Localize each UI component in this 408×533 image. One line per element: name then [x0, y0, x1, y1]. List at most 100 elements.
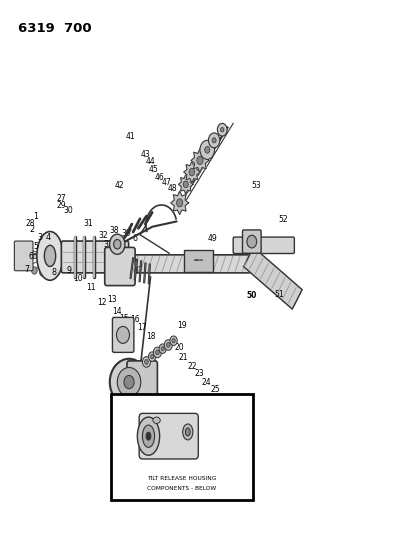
- Ellipse shape: [183, 424, 193, 440]
- Text: 20: 20: [174, 343, 184, 352]
- Circle shape: [189, 168, 195, 176]
- Text: 32: 32: [99, 231, 108, 240]
- Polygon shape: [244, 247, 302, 309]
- Text: 6319  700: 6319 700: [18, 21, 91, 35]
- Text: 34: 34: [109, 247, 119, 256]
- Text: 43: 43: [140, 150, 150, 159]
- Text: 6: 6: [28, 253, 33, 262]
- Text: 1: 1: [33, 212, 38, 221]
- Text: 36: 36: [123, 260, 133, 268]
- Text: 42: 42: [115, 181, 124, 190]
- Text: 53: 53: [251, 181, 261, 190]
- Ellipse shape: [110, 359, 148, 406]
- Circle shape: [47, 268, 53, 275]
- Text: 52: 52: [278, 215, 288, 224]
- Text: 24: 24: [201, 377, 211, 386]
- Circle shape: [144, 360, 148, 365]
- Circle shape: [25, 254, 31, 261]
- FancyBboxPatch shape: [127, 361, 157, 403]
- Bar: [130, 257, 134, 279]
- Text: 25: 25: [211, 385, 220, 394]
- Text: 39: 39: [121, 229, 131, 238]
- Text: 49: 49: [208, 235, 218, 244]
- Text: 29: 29: [57, 201, 66, 210]
- Text: 28: 28: [26, 219, 35, 228]
- Text: 46: 46: [155, 173, 164, 182]
- Bar: [144, 263, 146, 283]
- Text: 14: 14: [112, 307, 122, 316]
- FancyBboxPatch shape: [113, 317, 134, 352]
- Circle shape: [221, 127, 224, 132]
- Ellipse shape: [114, 239, 121, 249]
- FancyBboxPatch shape: [242, 230, 261, 253]
- Text: COMPONENTS - BELOW: COMPONENTS - BELOW: [147, 486, 216, 491]
- Polygon shape: [171, 191, 188, 215]
- Circle shape: [31, 267, 37, 274]
- Ellipse shape: [37, 231, 63, 280]
- Ellipse shape: [44, 245, 55, 266]
- FancyBboxPatch shape: [139, 414, 198, 459]
- Circle shape: [155, 350, 159, 355]
- Circle shape: [208, 133, 220, 148]
- Circle shape: [172, 338, 175, 343]
- Text: 47: 47: [162, 178, 172, 187]
- Bar: [148, 264, 151, 284]
- FancyBboxPatch shape: [184, 249, 213, 272]
- Ellipse shape: [110, 234, 125, 254]
- Ellipse shape: [153, 417, 160, 423]
- Circle shape: [212, 138, 216, 143]
- Circle shape: [170, 336, 177, 345]
- Circle shape: [24, 245, 29, 253]
- Text: 33: 33: [104, 240, 114, 249]
- Circle shape: [27, 261, 33, 269]
- Circle shape: [159, 344, 166, 353]
- Circle shape: [161, 346, 164, 351]
- Text: 7: 7: [24, 265, 29, 273]
- Ellipse shape: [185, 428, 190, 436]
- Text: 5: 5: [33, 242, 38, 251]
- Bar: [111, 394, 253, 500]
- Text: 31: 31: [84, 219, 93, 228]
- Text: 13: 13: [107, 295, 116, 304]
- Text: 9: 9: [67, 266, 72, 275]
- Text: 3: 3: [38, 233, 42, 242]
- Circle shape: [177, 199, 183, 207]
- Text: 2: 2: [29, 225, 34, 234]
- Text: 27: 27: [57, 194, 66, 203]
- Bar: [134, 259, 137, 280]
- Circle shape: [116, 326, 129, 343]
- Text: 10: 10: [73, 273, 83, 282]
- Polygon shape: [184, 161, 200, 183]
- Text: 19: 19: [177, 321, 186, 330]
- Text: 8: 8: [51, 268, 57, 277]
- Text: 11: 11: [86, 283, 95, 292]
- Ellipse shape: [117, 368, 141, 397]
- Text: 41: 41: [125, 132, 135, 141]
- FancyBboxPatch shape: [105, 247, 135, 286]
- Text: ═══: ═══: [193, 258, 203, 263]
- Text: 37: 37: [133, 266, 143, 275]
- Ellipse shape: [124, 375, 134, 389]
- FancyBboxPatch shape: [61, 241, 129, 273]
- Circle shape: [164, 340, 173, 350]
- Text: TILT RELEASE HOUSING: TILT RELEASE HOUSING: [147, 475, 216, 481]
- Text: 35: 35: [115, 254, 124, 263]
- Text: 50: 50: [246, 291, 257, 300]
- Text: 38: 38: [109, 226, 119, 235]
- Circle shape: [217, 123, 227, 136]
- Ellipse shape: [142, 425, 155, 447]
- Text: 18: 18: [146, 332, 155, 341]
- Circle shape: [183, 181, 188, 188]
- Text: 26: 26: [223, 394, 232, 403]
- Text: 22: 22: [187, 362, 197, 370]
- Circle shape: [205, 147, 210, 153]
- FancyBboxPatch shape: [233, 237, 294, 254]
- Polygon shape: [178, 175, 193, 194]
- Ellipse shape: [137, 417, 160, 455]
- Text: 16: 16: [130, 315, 140, 324]
- Circle shape: [149, 352, 156, 361]
- Circle shape: [40, 269, 45, 276]
- Text: 17: 17: [137, 323, 147, 332]
- Text: 45: 45: [149, 166, 158, 174]
- Text: 30: 30: [63, 206, 73, 215]
